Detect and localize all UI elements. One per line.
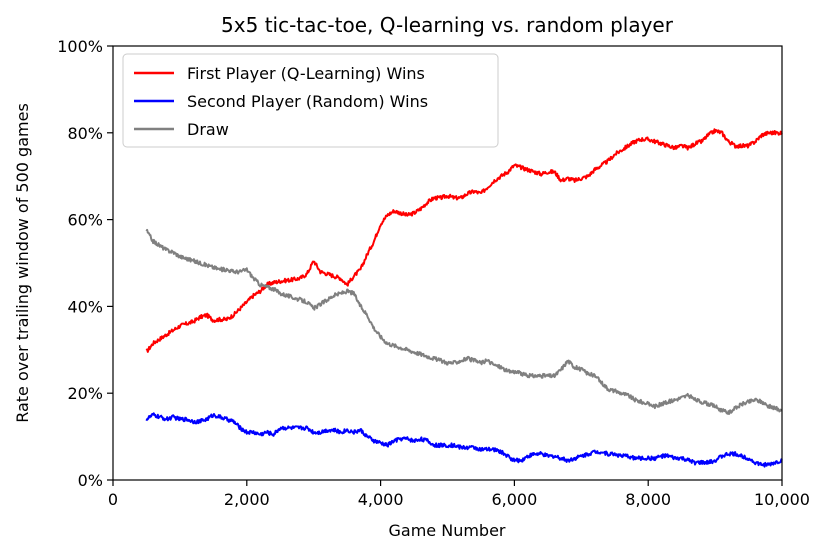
- plot-area: [145, 128, 783, 468]
- y-tick-label: 0%: [78, 471, 103, 490]
- legend-label-second-player: Second Player (Random) Wins: [187, 92, 428, 111]
- series-line-0: [145, 128, 783, 353]
- y-tick-label: 80%: [67, 124, 103, 143]
- x-tick-label: 0: [108, 490, 118, 509]
- x-tick-label: 4,000: [358, 490, 404, 509]
- series-line-1: [145, 412, 783, 468]
- legend-label-draw: Draw: [187, 120, 229, 139]
- y-tick-label: 60%: [67, 211, 103, 230]
- y-tick-label: 100%: [57, 37, 103, 56]
- legend: First Player (Q-Learning) Wins Second Pl…: [122, 53, 499, 148]
- x-tick-label: 10,000: [754, 490, 810, 509]
- plot-frame: [112, 45, 783, 481]
- legend-label-first-player: First Player (Q-Learning) Wins: [187, 64, 425, 83]
- x-axis-label: Game Number: [389, 521, 506, 540]
- y-axis-label: Rate over trailing window of 500 games: [13, 103, 32, 423]
- y-tick-label: 40%: [67, 297, 103, 316]
- series-line-2: [145, 228, 783, 415]
- x-axis: 0 2,000 4,000 6,000 8,000 10,000: [108, 480, 810, 509]
- legend-box: [122, 53, 499, 148]
- y-axis: 0% 20% 40% 60% 80% 100%: [57, 37, 113, 490]
- chart-title: 5x5 tic-tac-toe, Q-learning vs. random p…: [221, 13, 674, 37]
- x-tick-label: 2,000: [224, 490, 270, 509]
- x-tick-label: 8,000: [625, 490, 671, 509]
- y-tick-label: 20%: [67, 384, 103, 403]
- x-tick-label: 6,000: [491, 490, 537, 509]
